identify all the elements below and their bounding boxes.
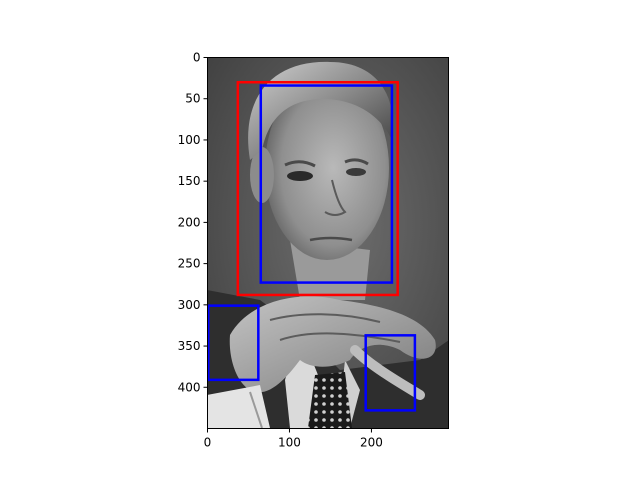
- y-tick-label: 50: [185, 92, 200, 106]
- x-tick-label: 0: [204, 436, 212, 450]
- x-tick-label: 100: [278, 436, 301, 450]
- x-tick-label: 200: [360, 436, 383, 450]
- y-tick-label: 400: [178, 380, 201, 394]
- bounding-box-3: [207, 304, 260, 382]
- y-tick-label: 200: [178, 215, 201, 229]
- y-tick-label: 250: [178, 257, 201, 271]
- axes-frame: [207, 57, 449, 429]
- y-tick-label: 100: [178, 133, 201, 147]
- y-tick-label: 350: [178, 339, 201, 353]
- bounding-box-1: [236, 80, 399, 297]
- bounding-box-2: [259, 84, 394, 284]
- y-tick-label: 0: [193, 51, 201, 65]
- y-tick-label: 300: [178, 298, 201, 312]
- plot-axes: 0 100 200 0 50 100 150 200 250 300 350 400: [178, 51, 449, 450]
- bounding-box-4: [364, 334, 417, 412]
- y-tick-label: 150: [178, 174, 201, 188]
- photo-image: [207, 57, 449, 429]
